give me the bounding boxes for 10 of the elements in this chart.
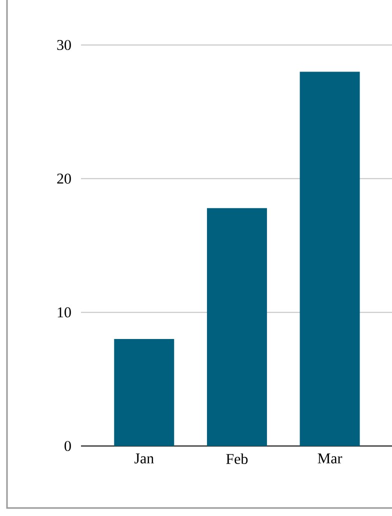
- y-tick-label: 20: [57, 174, 71, 184]
- x-tick-label: Feb: [226, 454, 248, 464]
- x-tick-label: Jan: [134, 454, 154, 464]
- bar: [300, 72, 360, 446]
- y-tick-label: 0: [64, 440, 71, 452]
- y-tick-label: 10: [58, 307, 71, 318]
- x-tick-label: Mar: [318, 454, 342, 464]
- bar: [206, 208, 267, 446]
- bar: [114, 339, 174, 446]
- y-tick-label: 30: [57, 40, 71, 50]
